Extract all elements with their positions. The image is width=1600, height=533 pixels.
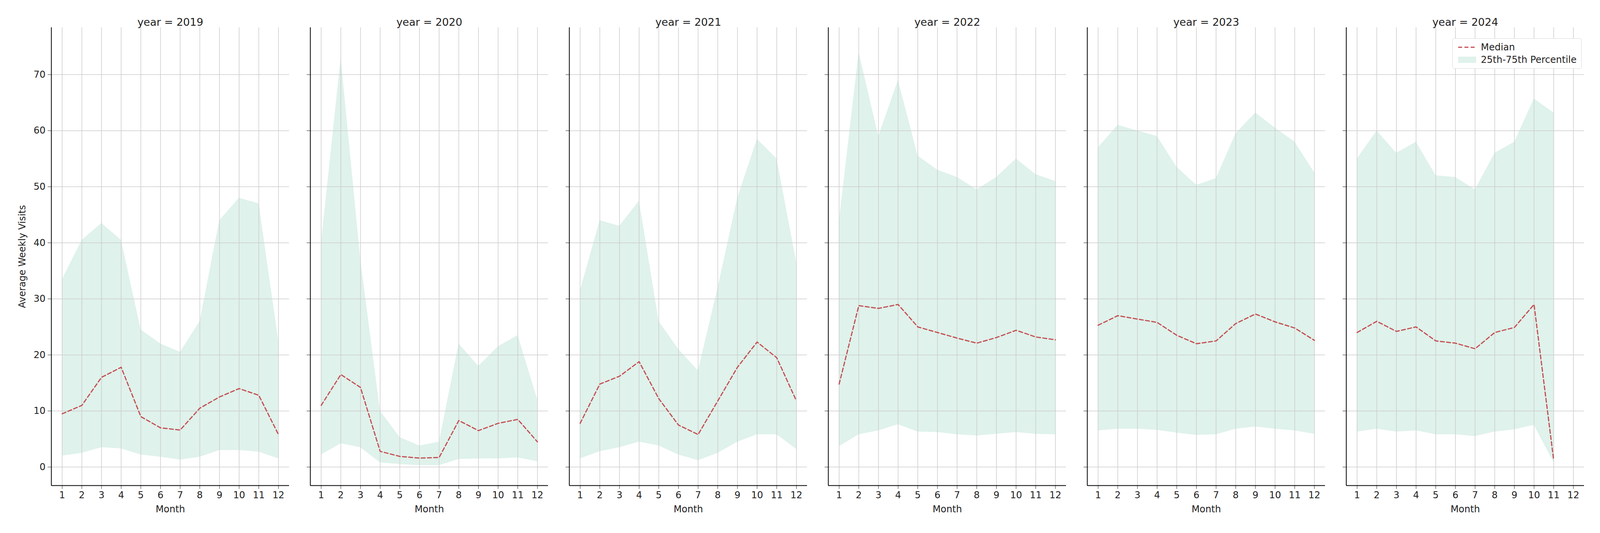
svg-text:5: 5 (1432, 489, 1439, 501)
svg-text:11: 11 (511, 489, 524, 501)
svg-text:11: 11 (1288, 489, 1301, 501)
svg-text:2: 2 (78, 489, 85, 501)
svg-text:12: 12 (531, 489, 544, 501)
svg-text:year = 2020: year = 2020 (396, 16, 463, 29)
svg-text:1: 1 (1095, 489, 1102, 501)
svg-text:6: 6 (157, 489, 164, 501)
svg-text:10: 10 (1010, 489, 1023, 501)
svg-text:9: 9 (475, 489, 482, 501)
svg-text:11: 11 (770, 489, 783, 501)
svg-text:6: 6 (1193, 489, 1200, 501)
svg-text:12: 12 (790, 489, 803, 501)
svg-text:3: 3 (616, 489, 623, 501)
svg-text:4: 4 (895, 489, 902, 501)
html-text:Median: Median (1480, 41, 1515, 53)
svg-text:1: 1 (577, 489, 584, 501)
svg-text:6: 6 (675, 489, 682, 501)
svg-text:Average Weekly Visits: Average Weekly Visits (16, 205, 28, 309)
svg-text:7: 7 (695, 489, 702, 501)
svg-text:60: 60 (33, 125, 46, 136)
svg-text:12: 12 (1308, 489, 1321, 501)
svg-text:6: 6 (1452, 489, 1459, 501)
svg-text:8: 8 (973, 489, 980, 501)
svg-text:10: 10 (233, 489, 246, 501)
svg-text:3: 3 (98, 489, 105, 501)
svg-text:2: 2 (596, 489, 603, 501)
svg-text:10: 10 (751, 489, 764, 501)
svg-text:10: 10 (1528, 489, 1541, 501)
svg-text:11: 11 (252, 489, 265, 501)
svg-text:4: 4 (1413, 489, 1420, 501)
svg-text:12: 12 (272, 489, 285, 501)
svg-text:2: 2 (337, 489, 344, 501)
svg-text:7: 7 (1213, 489, 1220, 501)
svg-text:7: 7 (1472, 489, 1479, 501)
svg-text:40: 40 (33, 237, 46, 249)
svg-text:4: 4 (377, 489, 384, 501)
svg-text:12: 12 (1567, 489, 1580, 501)
svg-text:2: 2 (855, 489, 862, 501)
svg-text:10: 10 (492, 489, 505, 501)
svg-text:2: 2 (1373, 489, 1380, 501)
svg-text:7: 7 (436, 489, 443, 501)
svg-text:3: 3 (1393, 489, 1400, 501)
svg-text:11: 11 (1547, 489, 1560, 501)
svg-text:3: 3 (875, 489, 882, 501)
svg-text:50: 50 (33, 181, 46, 193)
svg-text:9: 9 (1511, 489, 1518, 501)
svg-text:year = 2024: year = 2024 (1432, 16, 1499, 29)
svg-text:9: 9 (993, 489, 1000, 501)
svg-text:30: 30 (33, 293, 46, 305)
svg-text:year = 2022: year = 2022 (914, 16, 981, 29)
svg-text:4: 4 (1154, 489, 1161, 501)
svg-text:8: 8 (1491, 489, 1498, 501)
svg-text:20: 20 (33, 349, 46, 361)
svg-text:6: 6 (934, 489, 941, 501)
svg-text:0: 0 (39, 461, 46, 473)
svg-text:Month: Month (414, 503, 444, 515)
svg-text:12: 12 (1049, 489, 1062, 501)
svg-text:3: 3 (357, 489, 364, 501)
svg-text:10: 10 (1269, 489, 1282, 501)
svg-text:year = 2023: year = 2023 (1173, 16, 1240, 29)
svg-text:year = 2019: year = 2019 (137, 16, 204, 29)
svg-text:4: 4 (118, 489, 125, 501)
svg-text:8: 8 (714, 489, 721, 501)
svg-text:2: 2 (1114, 489, 1121, 501)
svg-text:Month: Month (932, 503, 962, 515)
html-text:25th-75th Percentile: 25th-75th Percentile (1480, 54, 1577, 66)
svg-text:8: 8 (455, 489, 462, 501)
svg-text:7: 7 (177, 489, 184, 501)
svg-text:Month: Month (673, 503, 703, 515)
svg-text:5: 5 (914, 489, 921, 501)
svg-text:1: 1 (1354, 489, 1361, 501)
svg-text:9: 9 (1252, 489, 1259, 501)
svg-text:6: 6 (416, 489, 423, 501)
svg-text:8: 8 (196, 489, 203, 501)
svg-text:Month: Month (1191, 503, 1221, 515)
svg-text:Month: Month (1450, 503, 1480, 515)
svg-text:70: 70 (33, 69, 46, 81)
svg-text:9: 9 (216, 489, 223, 501)
svg-text:5: 5 (396, 489, 403, 501)
svg-text:11: 11 (1029, 489, 1042, 501)
svg-text:1: 1 (59, 489, 66, 501)
svg-text:9: 9 (734, 489, 741, 501)
svg-text:3: 3 (1134, 489, 1141, 501)
svg-text:10: 10 (33, 405, 46, 417)
svg-text:5: 5 (137, 489, 144, 501)
svg-text:7: 7 (954, 489, 961, 501)
svg-text:5: 5 (1173, 489, 1180, 501)
svg-text:Month: Month (155, 503, 185, 515)
svg-text:8: 8 (1232, 489, 1239, 501)
svg-text:5: 5 (655, 489, 662, 501)
svg-text:1: 1 (836, 489, 843, 501)
svg-text:4: 4 (636, 489, 643, 501)
svg-text:1: 1 (318, 489, 325, 501)
svg-text:year = 2021: year = 2021 (655, 16, 722, 29)
